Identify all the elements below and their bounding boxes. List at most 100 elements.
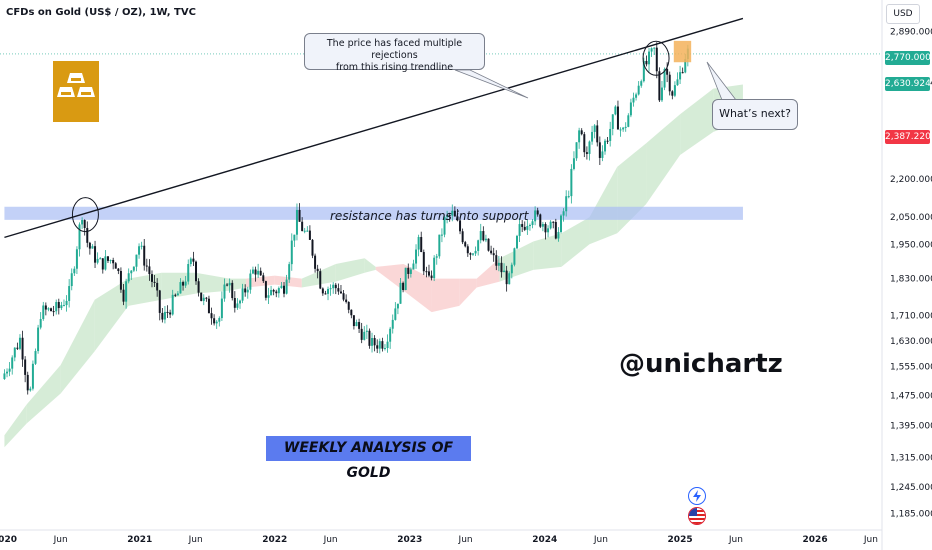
- candle-body: [143, 245, 146, 266]
- candle-body: [673, 85, 676, 96]
- rejection-circle: [642, 40, 670, 76]
- candle-body: [622, 127, 625, 130]
- y-tick-label: 1,555.000: [890, 363, 932, 373]
- candle-body: [552, 221, 555, 223]
- candle-body: [213, 318, 216, 324]
- candle-body: [241, 288, 244, 301]
- symbol-header: CFDs on Gold (US$ / OZ), 1W, TVC: [6, 7, 196, 18]
- candle-body: [474, 250, 477, 254]
- candle-body: [3, 373, 6, 380]
- cloud-segment: [128, 272, 162, 306]
- candle-body: [171, 294, 174, 315]
- candle-body: [109, 260, 112, 262]
- y-tick-label: 1,830.000: [890, 275, 932, 285]
- candle-body: [68, 286, 71, 301]
- candle-body: [653, 47, 656, 49]
- candle-body: [598, 142, 601, 158]
- candle-body: [409, 269, 412, 274]
- candle-body: [125, 281, 128, 302]
- candle-body: [231, 282, 234, 299]
- support-zone: [4, 206, 743, 220]
- candle-body: [642, 60, 645, 82]
- candle-body: [386, 341, 389, 349]
- candle-body: [37, 327, 40, 352]
- candle-body: [601, 151, 604, 158]
- candle-body: [280, 285, 283, 289]
- candle-body: [272, 289, 275, 292]
- candle-body: [13, 347, 16, 358]
- candle-body: [492, 253, 495, 256]
- candle-body: [451, 210, 454, 216]
- candle-body: [11, 357, 14, 369]
- candle-body: [91, 246, 94, 249]
- candle-body: [122, 289, 125, 302]
- rejection-circle: [71, 197, 99, 233]
- candle-body: [254, 269, 257, 275]
- candle-body: [448, 215, 451, 217]
- candle-body: [526, 226, 529, 230]
- candle-body: [148, 266, 151, 275]
- candle-body: [456, 216, 459, 221]
- candle-body: [389, 328, 392, 342]
- candle-body: [443, 217, 446, 235]
- candle-body: [176, 293, 179, 296]
- candle-body: [29, 388, 32, 391]
- candle-body: [50, 308, 53, 312]
- candle-body: [515, 235, 518, 249]
- candle-body: [215, 321, 218, 324]
- candle-body: [549, 221, 552, 229]
- candle-body: [562, 211, 565, 216]
- candle-body: [381, 341, 384, 349]
- candle-body: [270, 289, 273, 296]
- candle-body: [106, 256, 109, 261]
- candle-body: [490, 250, 493, 254]
- candle-body: [438, 234, 441, 257]
- candle-body: [655, 47, 658, 72]
- candle-body: [508, 273, 511, 285]
- us-flag-icon[interactable]: [688, 507, 706, 525]
- candle-body: [210, 313, 213, 319]
- candle-body: [477, 240, 480, 251]
- candle-body: [521, 224, 524, 227]
- candle-body: [189, 258, 192, 265]
- candle-body: [205, 297, 208, 299]
- currency-button[interactable]: USD: [886, 4, 920, 24]
- lightning-icon[interactable]: [688, 487, 706, 505]
- candle-body: [327, 288, 330, 294]
- y-tick-label: 1,185.000: [890, 510, 932, 520]
- candle-body: [182, 282, 185, 286]
- candle-body: [425, 271, 428, 273]
- candle-body: [536, 210, 539, 215]
- x-tick-label: 2021: [127, 535, 152, 545]
- candle-body: [285, 279, 288, 294]
- candle-body: [223, 284, 226, 299]
- candle-body: [570, 168, 573, 197]
- candle-body: [55, 302, 58, 312]
- candle-body: [461, 231, 464, 243]
- candle-body: [288, 264, 291, 280]
- candle-body: [88, 242, 91, 249]
- cloud-segment: [533, 233, 562, 270]
- cloud-segment: [195, 272, 230, 294]
- x-tick-label: Jun: [53, 535, 68, 545]
- candle-body: [62, 305, 65, 307]
- weekly-label: WEEKLY ANALYSIS OF GOLD: [266, 436, 471, 481]
- candle-body: [114, 263, 117, 269]
- price-badge-last: 2,770.000: [885, 51, 931, 65]
- candle-body: [342, 293, 345, 300]
- candle-body: [495, 255, 498, 266]
- cloud-segment: [161, 272, 196, 300]
- candle-body: [184, 281, 187, 286]
- candle-body: [347, 301, 350, 310]
- candle-body: [497, 262, 500, 266]
- candle-body: [339, 291, 342, 294]
- candle-body: [298, 209, 301, 222]
- cloud-segment: [94, 278, 129, 352]
- candle-body: [648, 51, 651, 65]
- candle-body: [16, 347, 19, 349]
- candle-body: [578, 130, 581, 143]
- candle-body: [453, 210, 456, 217]
- cloud-segment: [375, 264, 404, 291]
